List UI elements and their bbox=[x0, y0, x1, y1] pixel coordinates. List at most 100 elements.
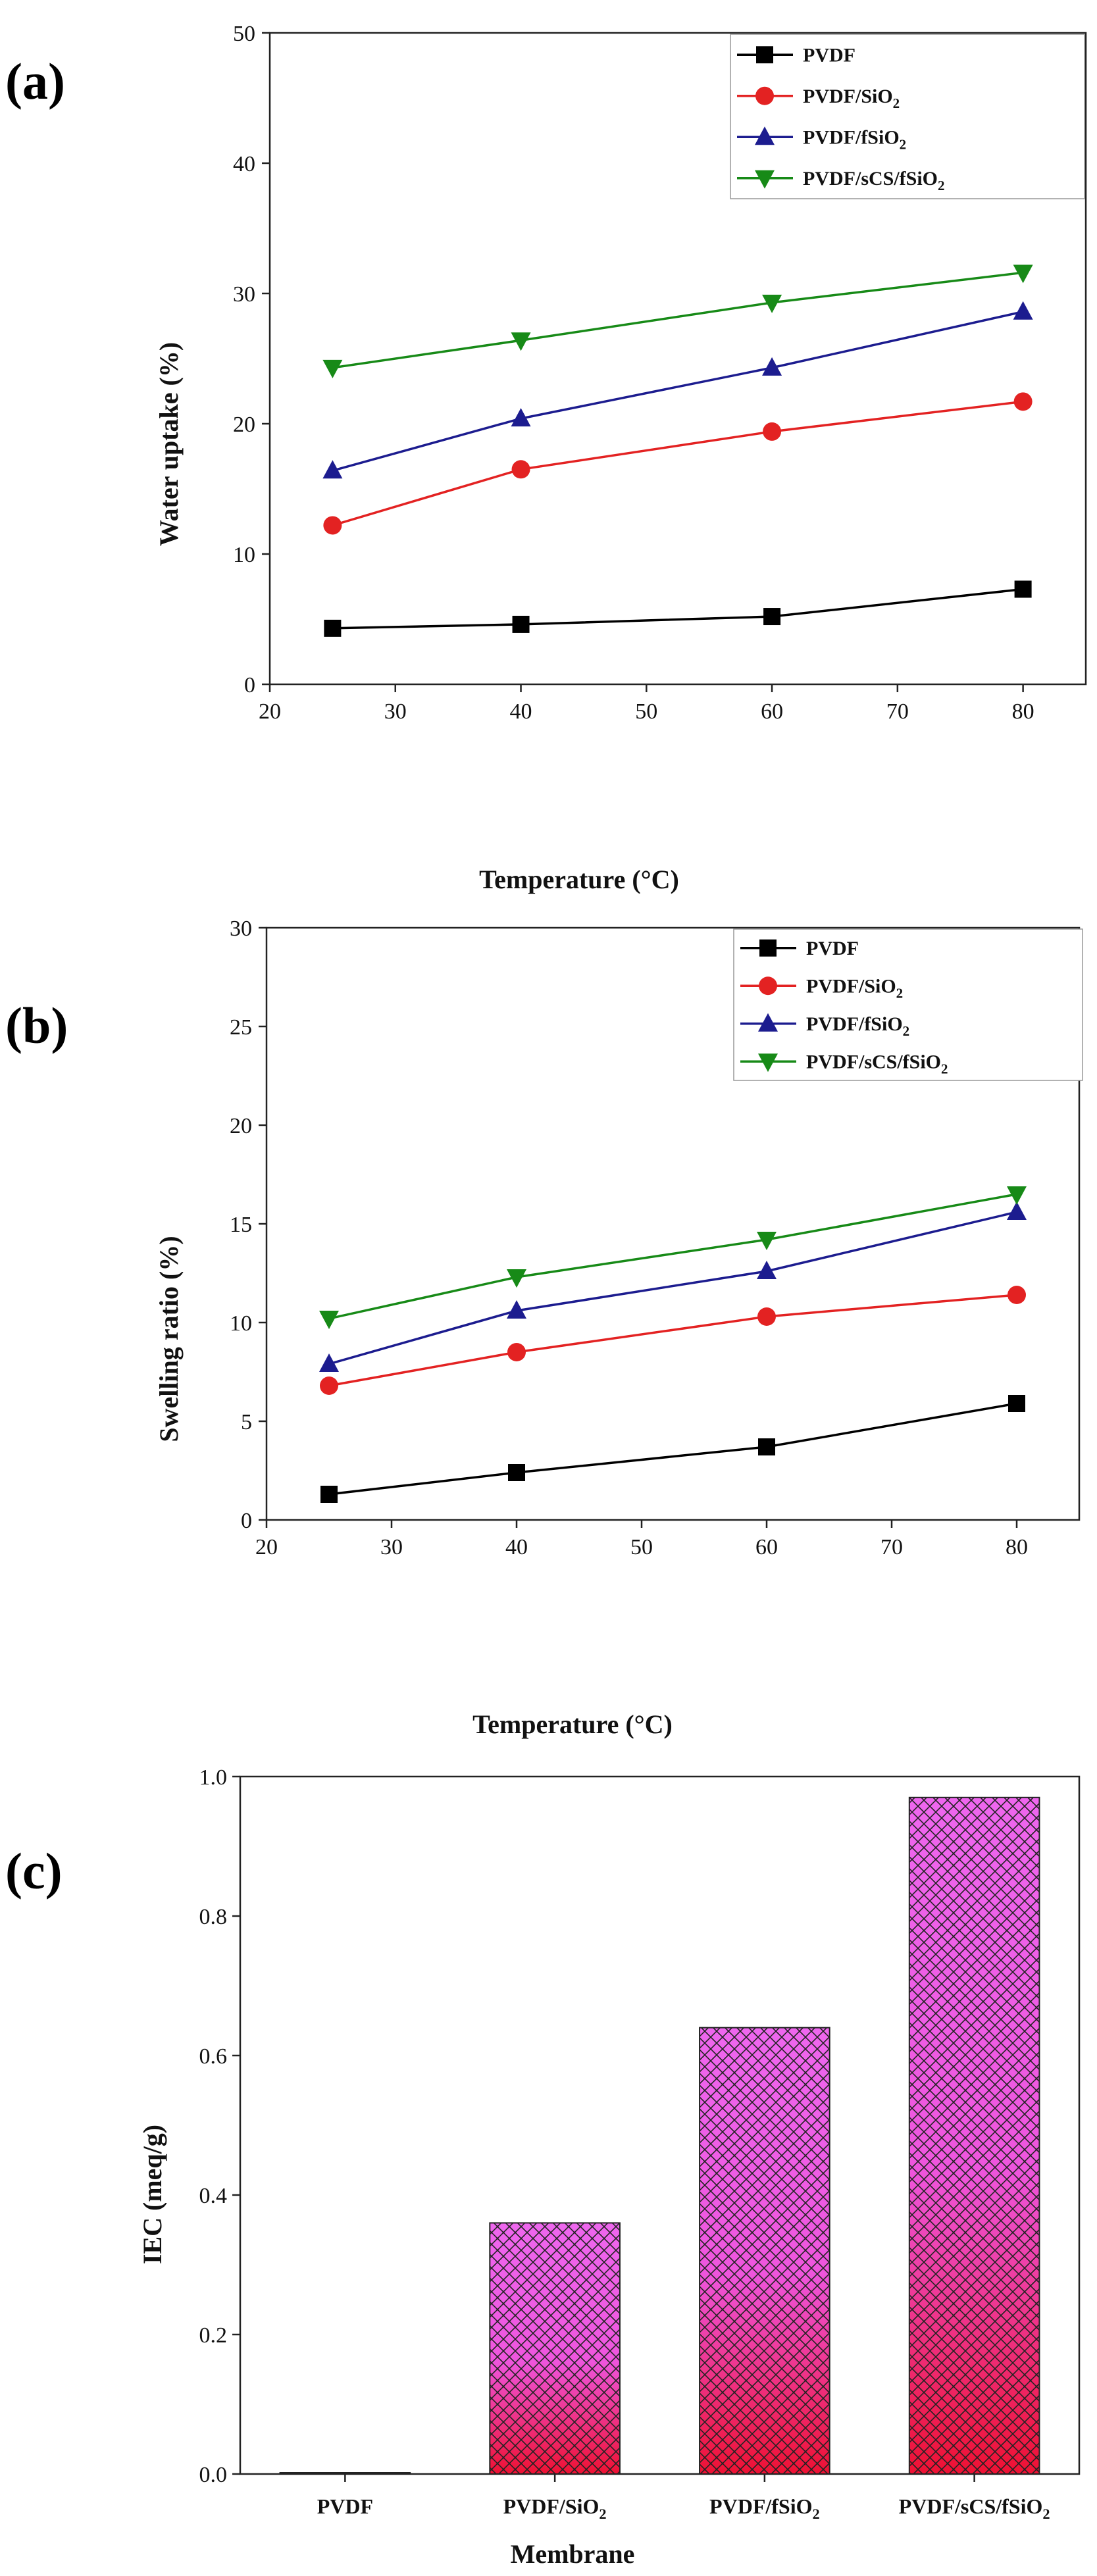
panel-a-series-line-2 bbox=[332, 311, 1023, 472]
panel-b-series-2-point bbox=[507, 1300, 526, 1319]
panel-a-xtick-label: 50 bbox=[635, 699, 657, 724]
panel-a-series-0-point bbox=[1014, 580, 1032, 598]
panel-b-ytick-label: 10 bbox=[230, 1311, 252, 1336]
panel-a-series-3-point bbox=[511, 332, 531, 351]
panel-a-ytick-label: 0 bbox=[244, 673, 255, 697]
panel-c-category-label-3: PVDF/sCS/fSiO2 bbox=[899, 2494, 1050, 2522]
panel-a-legend-marker-0 bbox=[756, 46, 773, 64]
panel-b-legend-marker-3 bbox=[758, 1053, 778, 1073]
panel-b-series-3-point bbox=[1007, 1186, 1027, 1205]
panel-b-xtick-label: 30 bbox=[380, 1535, 403, 1559]
panel-c-label: (c) bbox=[5, 1842, 63, 1900]
panel-a-series-1-point bbox=[763, 422, 782, 441]
panel-b-series-3-point bbox=[757, 1232, 777, 1250]
panel-a-ytick-label: 10 bbox=[233, 543, 255, 567]
panel-b-legend-label-0: PVDF bbox=[806, 938, 859, 959]
panel-c-ytick-label: 0.6 bbox=[199, 2044, 228, 2069]
panel-b-series-line-3 bbox=[328, 1193, 1017, 1320]
panel-b-xtick-label: 50 bbox=[630, 1535, 653, 1559]
panel-a-legend-label-1: PVDF/SiO2 bbox=[803, 86, 900, 111]
panel-a-legend-box bbox=[730, 34, 1085, 199]
panel-b-series-2-point bbox=[319, 1353, 339, 1372]
panel-a-legend-marker-2 bbox=[755, 126, 775, 145]
panel-a-series-1-point bbox=[323, 516, 342, 535]
panel-c: (c) 0.0 0.2 0.4 0.6 0.8 1.0 PVDF PVDF/SiO2 PVDF/… bbox=[5, 1765, 1081, 2569]
panel-a-xtick-label: 80 bbox=[1012, 699, 1034, 724]
panel-a-ylabel: Water uptake (%) bbox=[154, 342, 184, 546]
panel-a-series-line-1 bbox=[332, 400, 1023, 527]
panel-b-legend-label-3: PVDF/sCS/fSiO2 bbox=[806, 1051, 948, 1076]
panel-b-legend-marker-1 bbox=[759, 976, 777, 996]
panel-a-series-0-point bbox=[763, 608, 781, 626]
panel-a-xtick-label: 60 bbox=[761, 699, 783, 724]
panel-a-label: (a) bbox=[5, 53, 65, 110]
panel-b-xtick-label: 60 bbox=[755, 1535, 778, 1559]
panel-a-xlabel: Temperature (°C) bbox=[479, 865, 679, 894]
panel-a: (a) 20 30 40 50 60 70 80 0 10 20 30 40 50 PVDF PVDF/Si… bbox=[5, 22, 1087, 894]
panel-b-legend-label-2: PVDF/fSiO2 bbox=[806, 1013, 909, 1039]
panel-a-legend-marker-3 bbox=[755, 170, 775, 189]
panel-b-xtick-label: 20 bbox=[255, 1535, 278, 1559]
panel-a-ytick-label: 50 bbox=[233, 22, 255, 46]
panel-c-bar-hatch-3 bbox=[909, 1797, 1040, 2474]
panel-b-legend-marker-0 bbox=[759, 939, 777, 957]
panel-b-series-0-point bbox=[508, 1464, 525, 1481]
panel-b-series-3-point bbox=[319, 1311, 339, 1329]
panel-a-xtick-label: 30 bbox=[384, 699, 407, 724]
panel-a-series-1-point bbox=[511, 460, 530, 479]
panel-a-series-line-0 bbox=[332, 588, 1023, 630]
panel-b-ytick-label: 5 bbox=[241, 1410, 252, 1434]
panel-a-series-2-point bbox=[511, 408, 531, 427]
panel-b-series-2-point bbox=[757, 1261, 777, 1279]
panel-b-series-1-point bbox=[1008, 1286, 1026, 1304]
panel-a-legend-marker-1 bbox=[755, 86, 774, 105]
panel-a-legend-label-3: PVDF/sCS/fSiO2 bbox=[803, 168, 945, 193]
panel-b-xtick-label: 70 bbox=[880, 1535, 903, 1559]
panel-c-ytick-label: 1.0 bbox=[199, 1765, 228, 1790]
panel-b-ytick-label: 25 bbox=[230, 1015, 252, 1040]
panel-c-bar-hatch-2 bbox=[700, 2027, 830, 2474]
plot-b-area: 20 30 40 50 60 70 80 0 5 10 15 20 25 30 PVDF PVDF/SiO2 P… bbox=[230, 917, 1083, 1559]
panel-a-xtick-label: 70 bbox=[886, 699, 909, 724]
panel-c-ytick-label: 0.8 bbox=[199, 1905, 228, 1929]
panel-b-ytick-label: 20 bbox=[230, 1114, 252, 1138]
panel-b-series-1-point bbox=[507, 1343, 526, 1361]
panel-c-xlabel: Membrane bbox=[511, 2539, 635, 2569]
panel-a-plot-frame bbox=[268, 32, 1087, 686]
panel-a-ytick-label: 40 bbox=[233, 152, 255, 176]
panel-a-ytick-label: 30 bbox=[233, 282, 255, 307]
panel-b-series-line-1 bbox=[328, 1294, 1017, 1387]
panel-b-ylabel: Swelling ratio (%) bbox=[154, 1236, 184, 1442]
panel-b-series-2-point bbox=[1007, 1201, 1027, 1220]
panel-a-series-2-point bbox=[762, 357, 782, 376]
panel-a-legend-label-2: PVDF/fSiO2 bbox=[803, 126, 906, 152]
panel-c-category-label-0: PVDF bbox=[317, 2494, 373, 2518]
panel-b-xtick-label: 80 bbox=[1006, 1535, 1028, 1559]
panel-b-xtick-label: 40 bbox=[505, 1535, 528, 1559]
panel-b-legend-box bbox=[733, 928, 1083, 1081]
panel-b-legend-label-1: PVDF/SiO2 bbox=[806, 975, 903, 1001]
panel-a-legend-label-0: PVDF bbox=[803, 44, 855, 66]
panel-b-series-1-point bbox=[757, 1307, 776, 1326]
panel-a-xtick-label: 40 bbox=[510, 699, 532, 724]
panel-b-series-line-2 bbox=[328, 1211, 1017, 1365]
panel-b-series-line-0 bbox=[328, 1402, 1017, 1496]
panel-c-ytick-label: 0.0 bbox=[199, 2463, 228, 2487]
panel-c-category-label-2: PVDF/fSiO2 bbox=[709, 2494, 820, 2522]
panel-b-series-0-point bbox=[320, 1486, 338, 1503]
plot-c-area: 0.0 0.2 0.4 0.6 0.8 1.0 PVDF PVDF/SiO2 PVDF/fSiO… bbox=[199, 1765, 1081, 2522]
panel-a-ytick-label: 20 bbox=[233, 413, 255, 437]
panel-b: (b) 20 30 40 50 60 70 80 0 5 10 15 20 25 30 PVDF PVDF/S… bbox=[5, 917, 1083, 1739]
panel-a-series-0-point bbox=[324, 619, 342, 637]
panel-c-plot-frame bbox=[239, 1775, 1081, 2475]
panel-b-series-0-point bbox=[1008, 1395, 1025, 1412]
panel-b-ytick-label: 30 bbox=[230, 917, 252, 941]
panel-a-series-3-point bbox=[762, 294, 782, 313]
panel-b-ytick-label: 0 bbox=[241, 1509, 252, 1533]
panel-a-series-3-point bbox=[1013, 265, 1033, 284]
panel-c-bar-hatch-1 bbox=[490, 2223, 620, 2474]
plot-a-area: 20 30 40 50 60 70 80 0 10 20 30 40 50 PVDF PVDF/SiO2 PV… bbox=[233, 22, 1087, 724]
panel-a-xtick-label: 20 bbox=[259, 699, 281, 724]
panel-b-series-0-point bbox=[758, 1438, 775, 1455]
